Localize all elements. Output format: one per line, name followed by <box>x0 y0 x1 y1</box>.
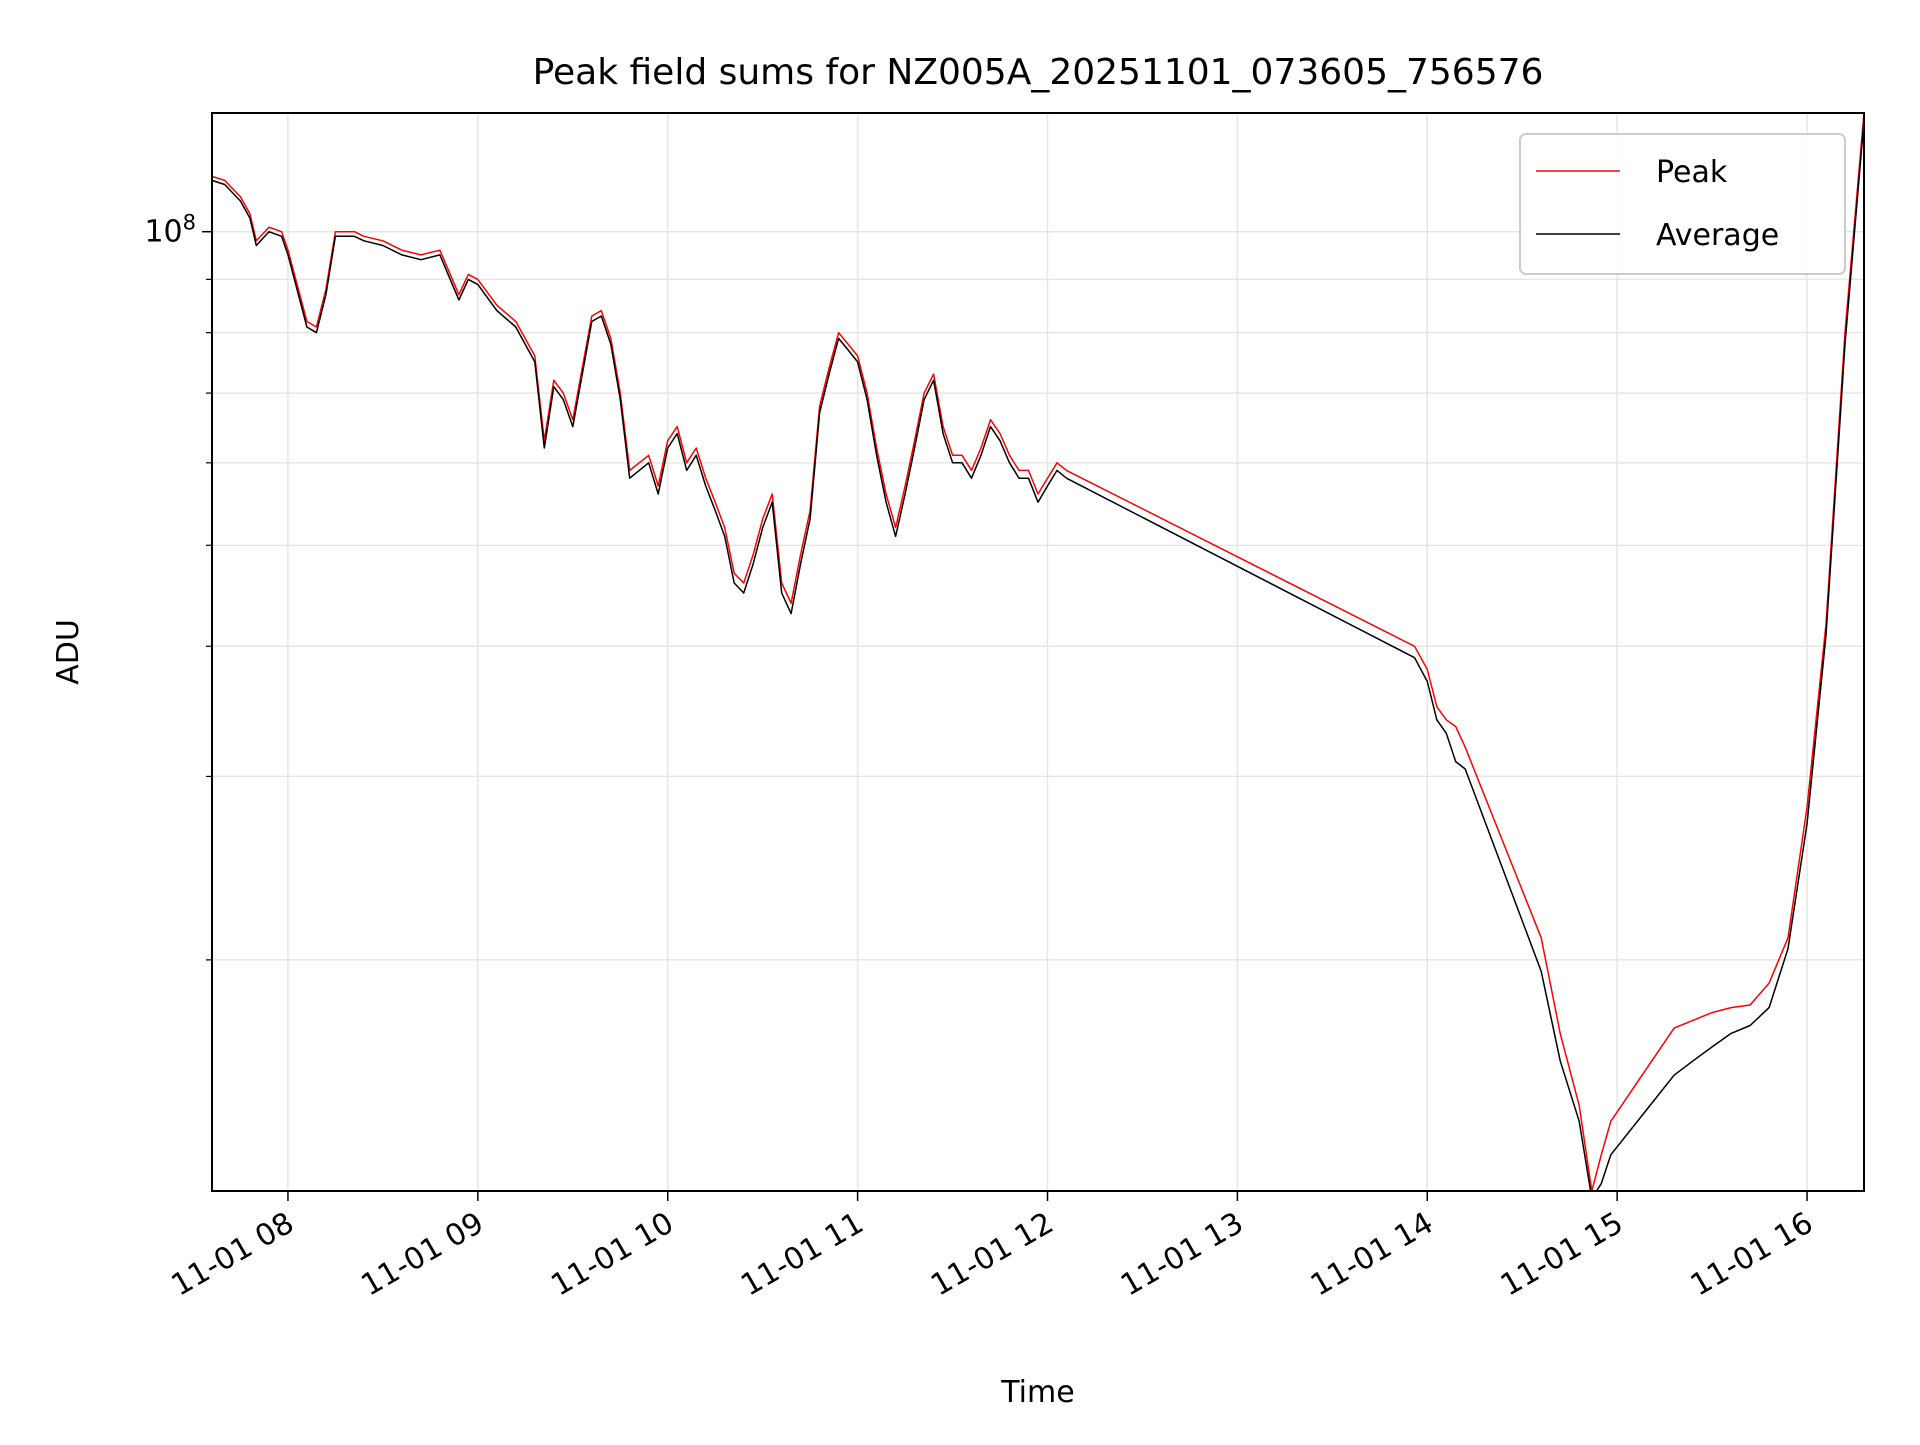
legend: Peak Average <box>1519 133 1846 275</box>
legend-label-peak: Peak <box>1656 155 1728 190</box>
grid <box>212 113 1864 1191</box>
plot-frame <box>211 112 1865 1192</box>
y-axis-ticks: 108 <box>144 211 212 961</box>
series-line-average <box>212 119 1864 1191</box>
legend-box <box>1519 133 1846 275</box>
legend-label-average: Average <box>1656 218 1779 253</box>
series-group <box>212 113 1864 1191</box>
x-axis-label: Time <box>1000 1375 1074 1410</box>
y-tick-label: 108 <box>144 211 196 250</box>
y-axis-label: ADU <box>51 619 86 685</box>
chart-title: Peak field sums for NZ005A_20251101_0736… <box>533 52 1544 93</box>
